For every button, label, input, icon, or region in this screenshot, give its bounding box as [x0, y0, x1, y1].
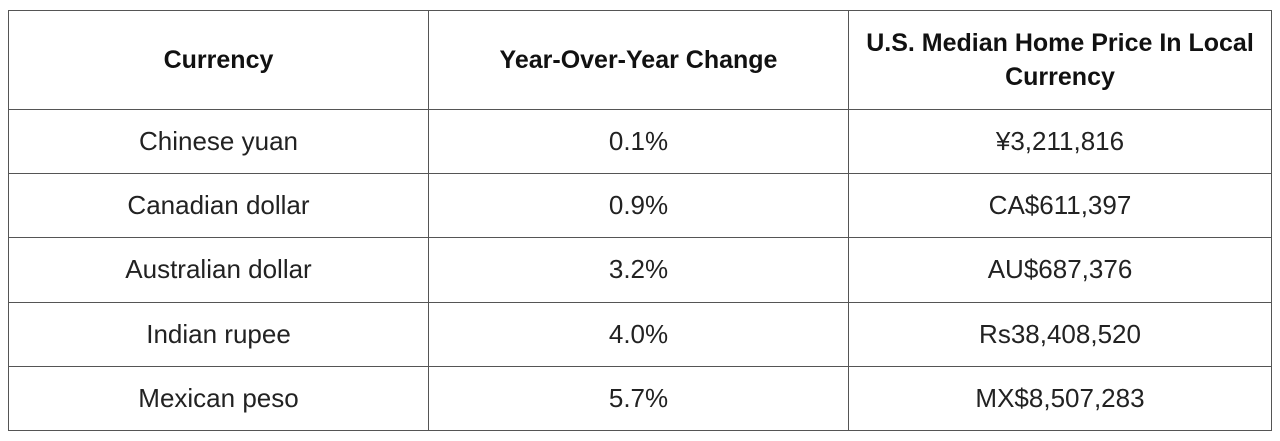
table-row: Chinese yuan 0.1% ¥3,211,816 — [8, 108, 1272, 175]
cell-home-price: CA$611,397 — [848, 173, 1272, 239]
table-row: Australian dollar 3.2% AU$687,376 — [8, 237, 1272, 303]
cell-home-price: MX$8,507,283 — [848, 365, 1272, 432]
cell-yoy-change: 0.9% — [428, 173, 849, 239]
cell-currency: Canadian dollar — [8, 173, 429, 239]
cell-home-price: Rs38,408,520 — [848, 301, 1272, 367]
table-row: Indian rupee 4.0% Rs38,408,520 — [8, 301, 1272, 367]
currency-table-container: Currency Year-Over-Year Change U.S. Medi… — [8, 10, 1272, 432]
cell-currency: Indian rupee — [8, 301, 429, 367]
cell-yoy-change: 5.7% — [428, 365, 849, 432]
table-row: Mexican peso 5.7% MX$8,507,283 — [8, 365, 1272, 432]
header-year-over-year-change: Year-Over-Year Change — [428, 10, 849, 110]
cell-home-price: AU$687,376 — [848, 237, 1272, 303]
cell-currency: Mexican peso — [8, 365, 429, 432]
header-currency: Currency — [8, 10, 429, 110]
cell-yoy-change: 3.2% — [428, 237, 849, 303]
cell-home-price: ¥3,211,816 — [848, 108, 1272, 175]
cell-currency: Chinese yuan — [8, 108, 429, 175]
table-header-row: Currency Year-Over-Year Change U.S. Medi… — [8, 10, 1272, 110]
cell-currency: Australian dollar — [8, 237, 429, 303]
currency-home-price-table: Currency Year-Over-Year Change U.S. Medi… — [8, 10, 1272, 432]
cell-yoy-change: 0.1% — [428, 108, 849, 175]
cell-yoy-change: 4.0% — [428, 301, 849, 367]
table-row: Canadian dollar 0.9% CA$611,397 — [8, 173, 1272, 239]
header-median-home-price: U.S. Median Home Price In Local Currency — [848, 10, 1272, 110]
